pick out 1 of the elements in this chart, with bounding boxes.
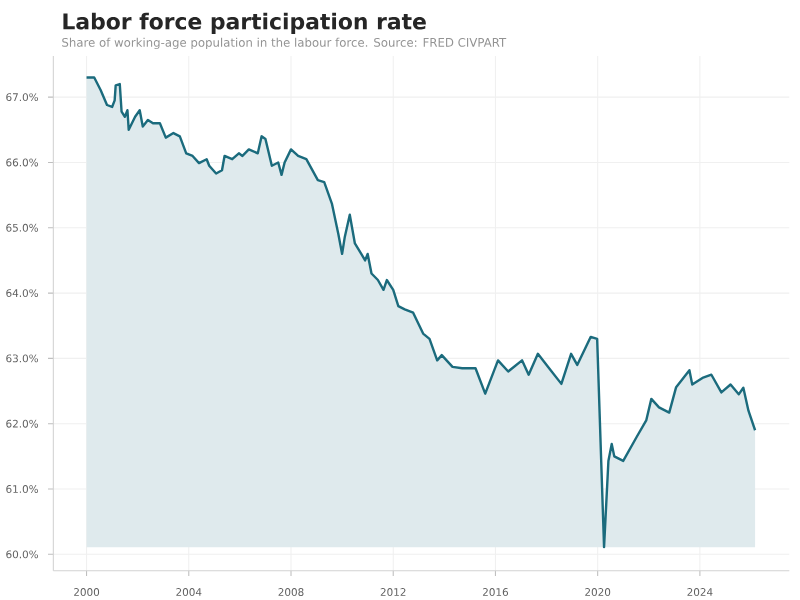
chart-title: Labor force participation rate	[63, 12, 426, 34]
